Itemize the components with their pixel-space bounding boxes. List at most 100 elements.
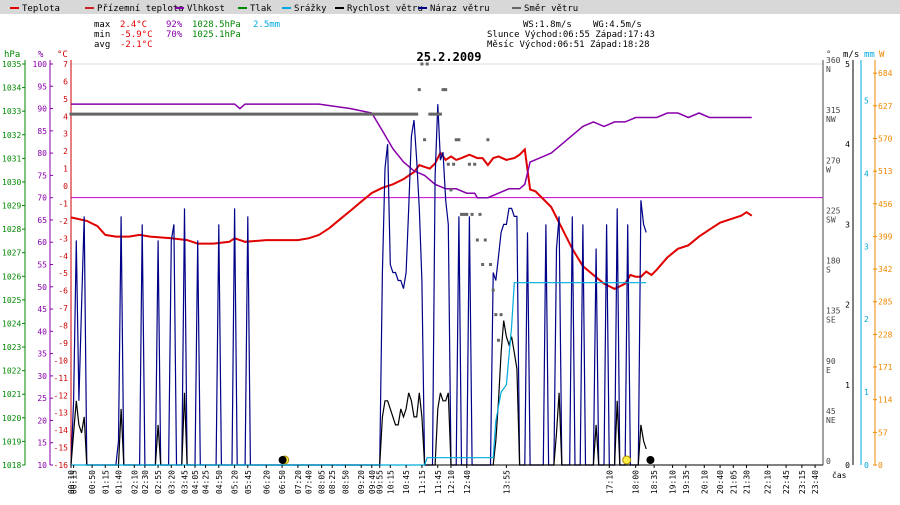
humidity-tick: 30 — [37, 372, 47, 381]
wind-direction-point — [383, 112, 387, 116]
wind-direction-point — [338, 112, 342, 116]
direction-tick: 0 — [826, 457, 831, 466]
sun-times: Slunce Východ:06:55 Západ:17:43 — [487, 30, 655, 40]
wind-direction-point — [317, 112, 321, 116]
direction-compass: SE — [826, 316, 836, 325]
direction-tick: 180 — [826, 257, 841, 266]
x-tick-label: 04:25 — [202, 470, 211, 494]
x-tick-label: 06:20 — [262, 470, 271, 494]
x-tick-label: 08:25 — [328, 470, 337, 494]
wind-tick: 5 — [845, 60, 850, 69]
stat-min-press: 1025.1hPa — [192, 30, 241, 40]
rain-tick: 1 — [864, 388, 869, 397]
wind-direction-point — [343, 112, 347, 116]
wind-direction-point — [378, 112, 382, 116]
wind-direction-point — [148, 112, 152, 116]
pressure-tick: 1019 — [2, 437, 21, 446]
wind-direction-point — [225, 112, 229, 116]
wind-direction-point — [391, 112, 395, 116]
solar-tick: 0 — [878, 461, 883, 470]
solar-tick: 627 — [878, 102, 893, 111]
wind-direction-point — [473, 162, 477, 166]
pressure-tick: 1035 — [2, 60, 21, 69]
humidity-tick: 70 — [37, 194, 47, 203]
temperature-tick: -9 — [58, 339, 68, 348]
temperature-tick: -16 — [54, 461, 69, 470]
humidity-tick: 90 — [37, 105, 47, 114]
wind-direction-point — [335, 112, 339, 116]
wind-direction-point — [167, 112, 171, 116]
temperature-tick: 5 — [63, 95, 68, 104]
x-tick-label: 21:30 — [742, 470, 751, 494]
legend-label: Srážky — [294, 4, 327, 14]
wind-direction-point — [219, 112, 223, 116]
wind-direction-point — [161, 112, 165, 116]
x-tick-label: 09:55 — [376, 470, 385, 494]
rain-tick: 4 — [864, 169, 869, 178]
legend: Teplota Přízemní teplota Vlhkost Tlak Srážky… — [10, 4, 578, 14]
stat-min-temp: -5.9°C — [120, 30, 153, 40]
wind-direction-point — [349, 112, 353, 116]
solar-tick: 513 — [878, 167, 893, 176]
moonrise-marker — [278, 456, 287, 464]
wind-direction-point — [222, 112, 226, 116]
sunset-marker — [622, 455, 632, 465]
solar-tick: 684 — [878, 69, 893, 78]
direction-tick: 225 — [826, 206, 841, 215]
x-tick-label: 23:40 — [811, 470, 820, 494]
wind-direction-point — [494, 313, 498, 317]
x-tick-label: 03:45 — [180, 470, 189, 494]
temperature-tick: -3 — [58, 234, 68, 243]
wind-direction-point — [460, 212, 464, 216]
pressure-tick: 1030 — [2, 178, 21, 187]
wind-direction-point — [206, 112, 210, 116]
wind-direction-point — [283, 112, 287, 116]
wind-direction-point — [415, 112, 419, 116]
wind-direction-point — [407, 112, 411, 116]
wind-direction-point — [132, 112, 136, 116]
series-sr-ky — [71, 282, 647, 466]
wind-direction-point — [299, 112, 303, 116]
wind-direction-point — [140, 112, 144, 116]
wind-direction-point — [143, 112, 147, 116]
wind-direction-point — [177, 112, 181, 116]
wind-direction-point — [156, 112, 160, 116]
wind-tick: 0 — [845, 461, 850, 470]
wind-direction-point — [486, 138, 490, 142]
wind-direction-point — [122, 112, 126, 116]
wind-direction-point — [436, 112, 440, 116]
wind-direction-point — [462, 212, 466, 216]
x-tick-label: 02:10 — [130, 470, 139, 494]
wind-direction-point — [483, 238, 487, 242]
humidity-tick: 75 — [37, 171, 47, 180]
x-tick-label: 03:20 — [167, 470, 176, 494]
pressure-tick: 1023 — [2, 343, 21, 352]
wind-direction-point — [275, 112, 279, 116]
temperature-tick: -12 — [54, 391, 69, 400]
x-tick-label: 19:10 — [669, 470, 678, 494]
wind-direction-point — [288, 112, 292, 116]
wind-direction-point — [185, 112, 189, 116]
wind-direction-point — [124, 112, 128, 116]
x-tick-label: 13:55 — [502, 470, 511, 494]
wind-direction-point — [375, 112, 379, 116]
wind-direction-point — [153, 112, 157, 116]
x-tick-label: 00:50 — [88, 470, 97, 494]
stat-avg-temp: -2.1°C — [120, 40, 153, 50]
solar-tick: 228 — [878, 330, 893, 339]
direction-compass: NW — [826, 115, 836, 124]
legend-label: Tlak — [250, 4, 272, 14]
pressure-tick: 1021 — [2, 390, 21, 399]
wind-direction-point — [428, 112, 432, 116]
wind-direction-point — [254, 112, 258, 116]
wind-direction-point — [217, 112, 221, 116]
wind-direction-point — [457, 138, 461, 142]
x-tick-label: 04:05 — [191, 470, 200, 494]
wind-direction-point — [201, 112, 205, 116]
direction-tick: 315 — [826, 106, 841, 115]
x-tick-label: 23:15 — [798, 470, 807, 494]
wind-direction-point — [82, 112, 86, 116]
x-tick-label: 10:45 — [402, 470, 411, 494]
wind-wg: WG:4.5m/s — [593, 20, 642, 30]
axes: hPa% °C ° m/s mm W103510341033103210311030102… — [2, 50, 893, 470]
